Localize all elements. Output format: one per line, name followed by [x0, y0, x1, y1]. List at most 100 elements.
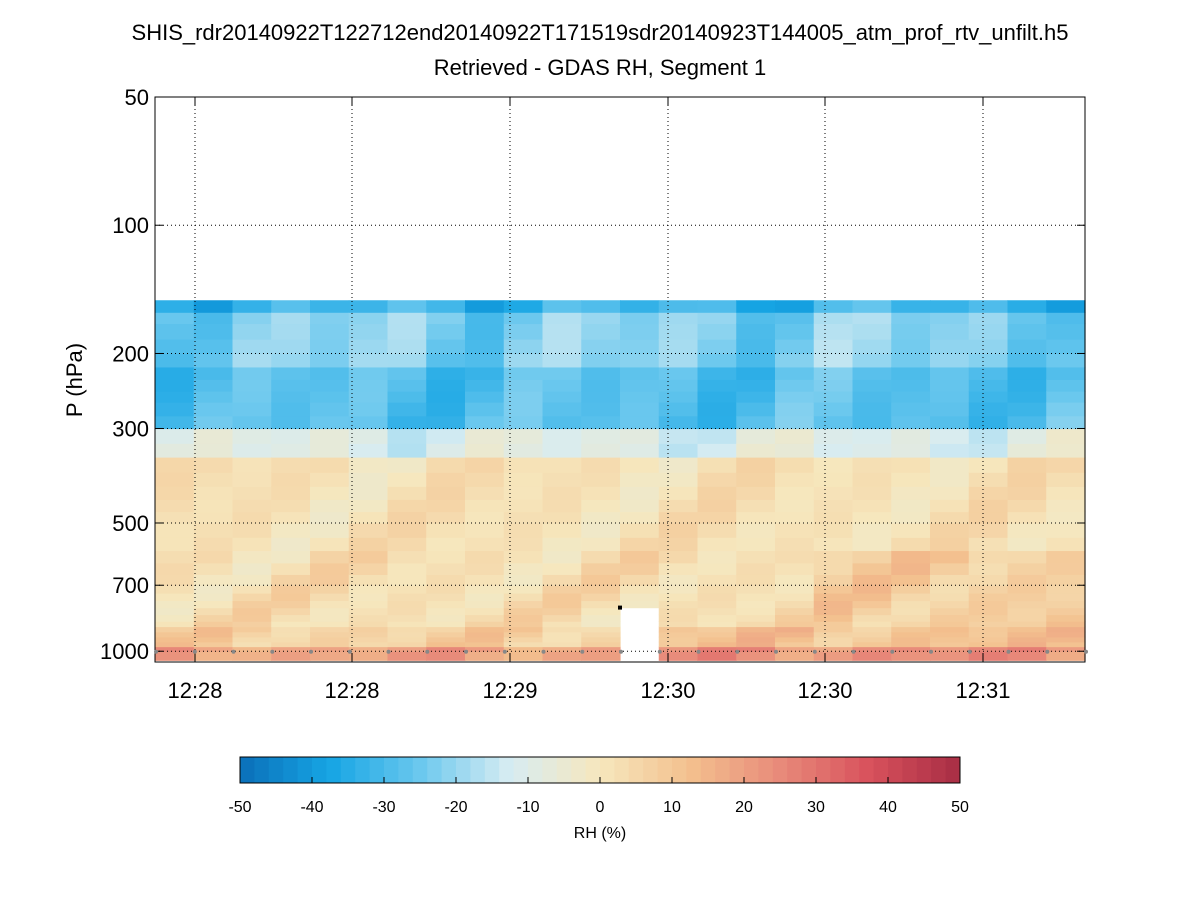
- heatmap-cell: [232, 593, 272, 602]
- heatmap-cell: [1046, 641, 1086, 648]
- heatmap-cell: [232, 402, 272, 417]
- heatmap-cell: [813, 300, 854, 313]
- heatmap-cell: [1046, 631, 1086, 638]
- heatmap-cell: [232, 499, 272, 513]
- colorbar-segment: [585, 757, 601, 783]
- heatmap-cell: [542, 391, 582, 403]
- heatmap-cell: [387, 415, 427, 430]
- heatmap-cell: [891, 391, 931, 403]
- colorbar-segment: [859, 757, 875, 783]
- colorbar-segment: [556, 757, 572, 783]
- heatmap-cell: [1046, 593, 1086, 602]
- heatmap-cell: [891, 379, 931, 392]
- heatmap-cell: [465, 522, 505, 538]
- heatmap-cell: [193, 339, 234, 355]
- profile-marker: [618, 605, 622, 610]
- heatmap-cell: [1007, 636, 1047, 643]
- heatmap-cell: [426, 646, 466, 652]
- heatmap-cell: [620, 415, 660, 430]
- heatmap-cell: [465, 300, 505, 313]
- heatmap-cell: [348, 636, 389, 643]
- heatmap-cell: [1007, 621, 1047, 628]
- heatmap-cell: [426, 585, 466, 594]
- surface-marker: [967, 649, 972, 654]
- heatmap-cell: [968, 428, 1009, 444]
- heatmap-cell: [581, 646, 621, 652]
- heatmap-cell: [542, 300, 582, 313]
- surface-marker: [890, 649, 895, 654]
- heatmap-cell: [813, 641, 854, 648]
- heatmap-cell: [465, 607, 505, 616]
- heatmap-cell: [930, 651, 970, 661]
- heatmap-cell: [891, 646, 931, 652]
- colorbar-segment: [844, 757, 860, 783]
- heatmap-cell: [348, 641, 389, 648]
- heatmap-cell: [542, 550, 582, 564]
- surface-marker: [580, 649, 585, 654]
- heatmap-cell: [232, 562, 272, 575]
- heatmap-cell: [193, 574, 234, 586]
- heatmap-cell: [542, 323, 582, 340]
- heatmap-cell: [658, 443, 699, 458]
- heatmap-cell: [775, 402, 815, 417]
- surface-marker: [309, 649, 313, 654]
- heatmap-cell: [852, 428, 892, 444]
- heatmap-cell: [503, 300, 544, 313]
- heatmap-cell: [1046, 353, 1086, 368]
- heatmap-cell: [193, 415, 234, 430]
- heatmap-cell: [348, 428, 389, 444]
- heatmap-cell: [310, 499, 350, 513]
- heatmap-cell: [155, 550, 195, 564]
- heatmap-cell: [852, 300, 892, 313]
- heatmap-cell: [465, 472, 505, 487]
- heatmap-cell: [852, 486, 892, 500]
- heatmap-cell: [310, 585, 350, 594]
- x-tick-label: 12:30: [640, 678, 695, 703]
- heatmap-cell: [503, 636, 544, 643]
- heatmap-cell: [813, 626, 854, 633]
- heatmap-cell: [193, 636, 234, 643]
- heatmap-cell: [193, 600, 234, 609]
- heatmap-cell: [271, 402, 311, 417]
- heatmap-cell: [1046, 537, 1086, 552]
- heatmap-cell: [891, 415, 931, 430]
- heatmap-cell: [620, 391, 660, 403]
- heatmap-cell: [503, 626, 544, 633]
- heatmap-cell: [891, 585, 931, 594]
- heatmap-cell: [736, 593, 776, 602]
- heatmap-cell: [930, 472, 970, 487]
- heatmap-cell: [387, 607, 427, 616]
- colorbar-segment: [744, 757, 759, 783]
- heatmap-cell: [581, 300, 621, 313]
- heatmap-cell: [387, 379, 427, 392]
- heatmap-cell: [852, 626, 892, 633]
- colorbar-tick-label: 30: [807, 799, 825, 816]
- heatmap-cell: [736, 428, 776, 444]
- colorbar-segment: [902, 757, 918, 783]
- heatmap-cell: [852, 585, 892, 594]
- heatmap-cell: [891, 323, 931, 340]
- heatmap-cell: [310, 562, 350, 575]
- heatmap-cell: [310, 626, 350, 633]
- heatmap-cell: [348, 499, 389, 513]
- heatmap-cell: [852, 574, 892, 586]
- heatmap-cell: [465, 511, 505, 524]
- heatmap-cell: [658, 300, 699, 313]
- heatmap-cell: [348, 366, 389, 380]
- heatmap-cell: [775, 499, 815, 513]
- surface-marker: [812, 649, 817, 654]
- heatmap-cell: [232, 300, 272, 313]
- heatmap-cell: [620, 550, 660, 564]
- heatmap-cell: [852, 600, 892, 609]
- heatmap-cell: [581, 323, 621, 340]
- heatmap-cell: [968, 621, 1009, 628]
- heatmap-cell: [620, 537, 660, 552]
- heatmap-cell: [542, 486, 582, 500]
- heatmap-cell: [348, 574, 389, 586]
- heatmap-cell: [891, 312, 931, 325]
- heatmap-cell: [465, 562, 505, 575]
- heatmap-cell: [310, 621, 350, 628]
- heatmap-cell: [348, 379, 389, 392]
- heatmap-cell: [155, 607, 195, 616]
- heatmap-cell: [193, 312, 234, 325]
